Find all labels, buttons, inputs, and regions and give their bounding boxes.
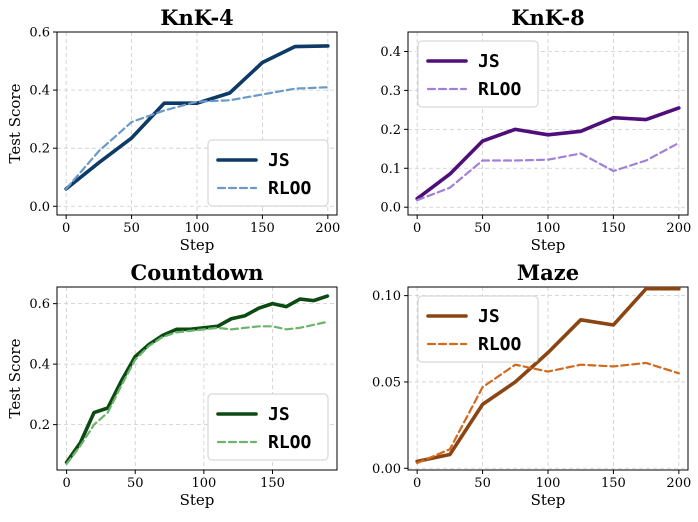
x-tick-label: 0	[413, 221, 421, 236]
legend: JS RLOO	[207, 139, 329, 207]
legend-label: JS	[268, 404, 290, 425]
y-tick-label: 0.4	[29, 358, 50, 373]
x-tick-label: 100	[536, 476, 561, 491]
x-tick-label: 50	[474, 476, 491, 491]
series-line-rloo	[416, 361, 680, 465]
legend-box	[207, 393, 329, 461]
legend-label: JS	[268, 150, 290, 171]
chart-title: KnK-8	[511, 5, 585, 30]
y-tick-label: 0.6	[29, 297, 50, 312]
y-tick-label: 0.0	[29, 200, 50, 215]
legend-box	[417, 40, 539, 108]
series-line-js	[415, 286, 681, 464]
chart-panel-2: 0 50 100 150 200 0.0 0.1 0.2 0.3 0.4 KnK-8 Step JS RL…	[380, 5, 691, 254]
chart-title: Countdown	[131, 260, 264, 285]
y-axis-label: Test Score	[6, 338, 24, 418]
x-tick-label: 50	[474, 221, 491, 236]
series-line-rloo	[416, 141, 680, 202]
legend-label: RLOO	[268, 178, 312, 199]
legend: JS RLOO	[207, 393, 329, 461]
x-tick-label: 50	[123, 221, 140, 236]
y-tick-label: 0.2	[29, 142, 50, 157]
y-tick-label: 0.1	[380, 162, 401, 177]
series-line-rloo	[65, 320, 329, 466]
x-tick-label: 50	[127, 476, 144, 491]
series-line-js	[415, 106, 681, 201]
plot-frame	[56, 286, 338, 471]
x-tick-label: 200	[666, 221, 691, 236]
x-tick-label: 0	[413, 476, 421, 491]
x-tick-label: 0	[62, 476, 70, 491]
x-tick-label: 150	[250, 221, 275, 236]
x-axis-label: Step	[531, 236, 566, 254]
chart-panel-1: 0 50 100 150 200 0.0 0.2 0.4 0.6 KnK-4 Step Test Sc…	[6, 5, 340, 254]
y-tick-label: 0.3	[380, 84, 401, 99]
legend-label: JS	[478, 306, 500, 327]
chart-title: KnK-4	[160, 5, 234, 30]
y-axis-label: Test Score	[6, 83, 24, 163]
x-axis-label: Step	[531, 491, 566, 509]
series-line-js	[64, 294, 330, 465]
series-line-js	[64, 44, 330, 191]
legend: JS RLOO	[417, 40, 539, 108]
chart-title: Maze	[517, 260, 579, 285]
legend-label: RLOO	[268, 432, 312, 453]
y-tick-label: 0.4	[380, 45, 401, 60]
legend-label: JS	[478, 51, 500, 72]
y-tick-label: 0.10	[372, 289, 401, 304]
x-tick-label: 150	[260, 476, 285, 491]
y-tick-label: 0.2	[380, 123, 401, 138]
x-tick-label: 150	[601, 221, 626, 236]
y-tick-label: 0.0	[380, 201, 401, 216]
x-tick-label: 100	[536, 221, 561, 236]
y-tick-label: 0.4	[29, 84, 50, 99]
x-axis-label: Step	[180, 491, 215, 509]
y-tick-label: 0.6	[29, 26, 50, 41]
legend: JS RLOO	[417, 295, 539, 363]
legend-box	[417, 295, 539, 363]
x-tick-label: 0	[62, 221, 70, 236]
x-axis-label: Step	[180, 236, 215, 254]
x-tick-label: 150	[601, 476, 626, 491]
x-tick-label: 200	[315, 221, 340, 236]
x-tick-label: 100	[185, 221, 210, 236]
y-tick-label: 0.05	[372, 375, 401, 390]
legend-box	[207, 139, 329, 207]
y-tick-label: 0.00	[372, 462, 401, 477]
chart-panel-3: 0 50 100 150 0.2 0.4 0.6 Countdown Step Test Scor…	[6, 260, 338, 509]
x-tick-label: 100	[191, 476, 216, 491]
chart-panel-4: 0 50 100 150 200 0.00 0.05 0.10 Maze Step JS RLOO	[372, 260, 691, 509]
y-tick-label: 0.2	[29, 418, 50, 433]
legend-label: RLOO	[478, 334, 522, 355]
legend-label: RLOO	[478, 79, 522, 100]
x-tick-label: 200	[666, 476, 691, 491]
